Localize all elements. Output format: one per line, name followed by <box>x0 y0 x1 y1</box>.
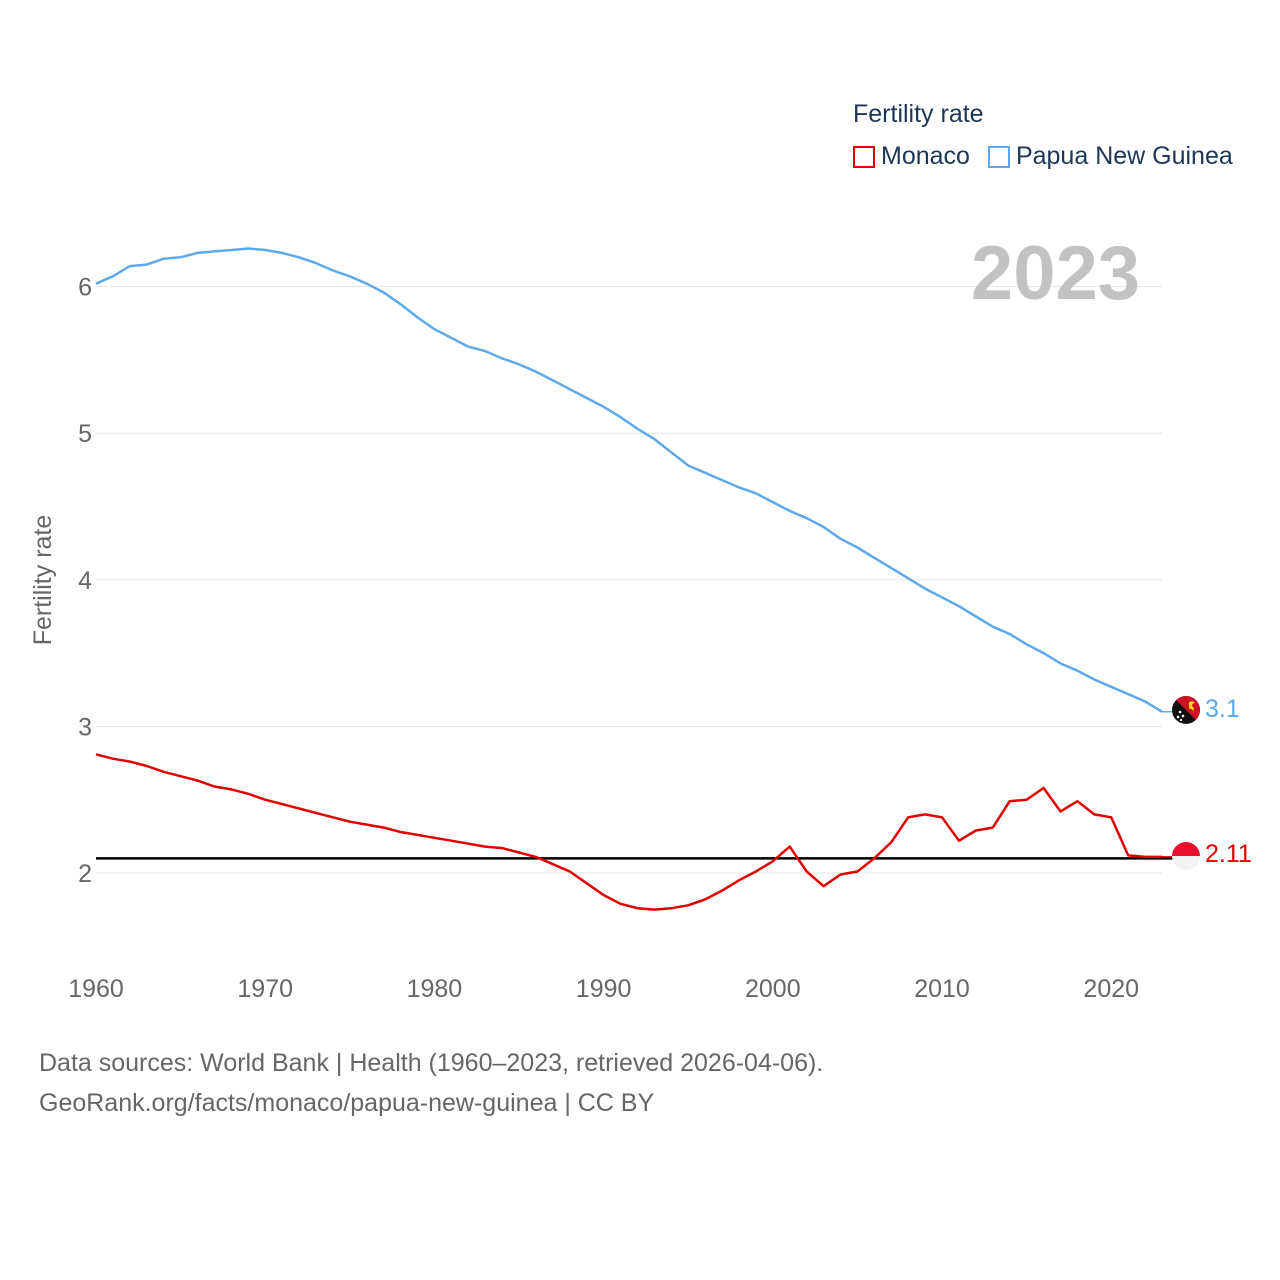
y-tick-label: 2 <box>78 860 92 888</box>
end-labels: 2.11 3.1 <box>1205 695 1252 868</box>
legend: Monaco Papua New Guinea <box>853 142 1251 171</box>
footer-link[interactable]: GeoRank.org/facts/monaco/papua-new-guine… <box>39 1089 655 1117</box>
legend-title: Fertility rate <box>853 100 984 128</box>
year-watermark: 2023 <box>971 231 1140 316</box>
series-line-monaco <box>95 753 1162 911</box>
legend-item-papua-new-guinea[interactable]: Papua New Guinea <box>987 142 1233 171</box>
footer-source: Data sources: World Bank | Health (1960–… <box>39 1049 824 1077</box>
x-tick-label: 2000 <box>745 975 801 1003</box>
y-axis-label: Fertility rate <box>29 515 57 646</box>
y-tick-label: 5 <box>78 420 92 448</box>
x-tick-label: 2020 <box>1083 975 1139 1003</box>
flag-monaco <box>1172 842 1200 870</box>
y-tick-label: 4 <box>78 567 92 595</box>
y-tick-label: 3 <box>78 713 92 741</box>
y-axis-ticks: 2 3 4 5 6 <box>78 274 92 888</box>
x-axis-ticks: 1960 1970 1980 1990 2000 2010 2020 <box>68 975 1139 1003</box>
x-tick-label: 1960 <box>68 975 124 1003</box>
legend-swatch-papua-new-guinea <box>987 145 1010 168</box>
end-label-monaco: 2.11 <box>1205 840 1252 868</box>
legend-item-monaco[interactable]: Monaco <box>853 142 970 171</box>
x-tick-label: 2010 <box>914 975 970 1003</box>
x-tick-label: 1980 <box>407 975 463 1003</box>
legend-label-papua-new-guinea: Papua New Guinea <box>1015 142 1233 170</box>
y-tick-label: 6 <box>78 274 92 302</box>
series-lines <box>95 247 1172 911</box>
legend-label-monaco: Monaco <box>881 142 970 170</box>
x-tick-label: 1970 <box>237 975 293 1003</box>
series-line-papua-new-guinea <box>95 247 1163 713</box>
x-tick-label: 1990 <box>576 975 632 1003</box>
end-markers <box>1172 696 1200 870</box>
legend-swatch-monaco <box>853 145 875 168</box>
end-label-papua-new-guinea: 3.1 <box>1205 695 1240 723</box>
gridlines <box>96 286 1162 874</box>
flag-papua-new-guinea <box>1172 696 1200 724</box>
footer: Data sources: World Bank | Health (1960–… <box>39 1043 823 1123</box>
